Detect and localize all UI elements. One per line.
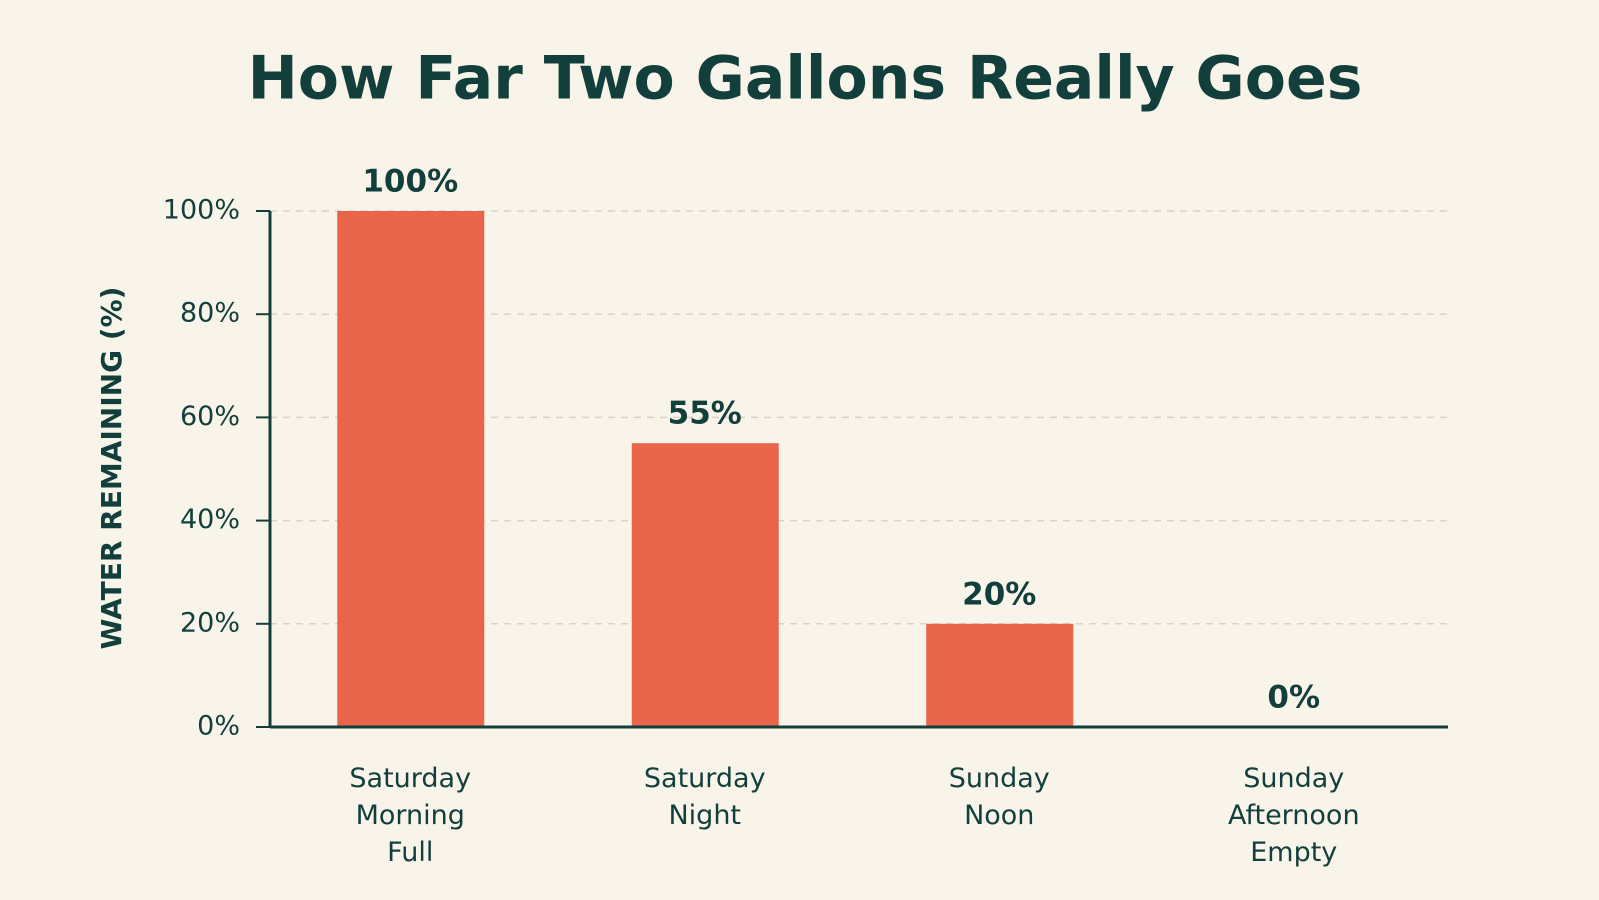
value-label: 20%	[962, 576, 1036, 612]
y-tick-label: 80%	[180, 298, 240, 329]
bar	[337, 211, 485, 727]
y-tick-label: 100%	[163, 195, 240, 226]
bar	[631, 443, 779, 727]
y-tick-label: 20%	[180, 607, 240, 638]
y-axis-label: WATER REMAINING (%)	[95, 287, 128, 650]
x-tick-label: Sunday Afternoon Empty	[1227, 763, 1360, 868]
y-tick-label: 60%	[180, 401, 240, 432]
x-tick-label: Saturday Morning Full	[349, 763, 472, 868]
value-label: 100%	[362, 164, 458, 200]
chart-title: How Far Two Gallons Really Goes	[248, 44, 1363, 114]
value-label: 55%	[668, 396, 742, 432]
bar	[926, 623, 1074, 727]
value-label: 0%	[1267, 680, 1320, 716]
x-tick-label: Saturday Night	[643, 763, 766, 831]
y-tick-label: 40%	[180, 504, 240, 535]
y-tick-label: 0%	[197, 711, 240, 742]
x-tick-label: Sunday Noon	[948, 763, 1050, 831]
